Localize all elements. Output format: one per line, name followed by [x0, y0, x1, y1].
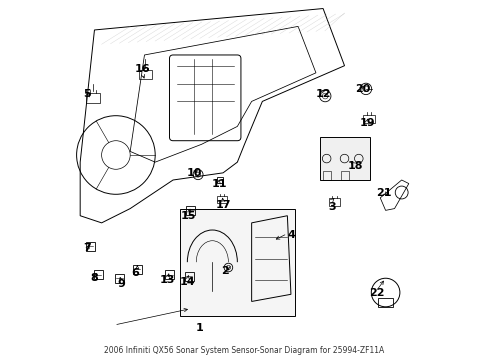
- Text: 4: 4: [286, 230, 294, 240]
- Text: 12: 12: [315, 89, 330, 99]
- Bar: [340, 171, 348, 180]
- Text: 11: 11: [211, 179, 227, 189]
- Bar: [328, 198, 340, 206]
- Bar: [85, 93, 100, 103]
- Text: 21: 21: [375, 188, 391, 198]
- Bar: [115, 274, 123, 283]
- Bar: [164, 270, 174, 279]
- Bar: [186, 206, 195, 215]
- Text: 18: 18: [347, 161, 362, 171]
- Text: 15: 15: [180, 211, 195, 221]
- Text: 7: 7: [83, 243, 91, 253]
- Bar: [217, 177, 223, 183]
- Text: 2006 Infiniti QX56 Sonar System Sensor-Sonar Diagram for 25994-ZF11A: 2006 Infiniti QX56 Sonar System Sensor-S…: [104, 346, 384, 355]
- Text: 14: 14: [179, 277, 195, 287]
- Bar: [85, 242, 95, 251]
- Bar: [378, 298, 392, 307]
- Text: 19: 19: [359, 118, 375, 128]
- Bar: [363, 114, 374, 122]
- Text: 10: 10: [186, 168, 202, 178]
- Bar: [93, 270, 102, 279]
- Text: 3: 3: [327, 202, 335, 212]
- Text: 1: 1: [196, 323, 203, 333]
- Text: 13: 13: [160, 275, 175, 285]
- Text: 17: 17: [215, 200, 230, 210]
- Text: 2: 2: [221, 266, 228, 276]
- Bar: [217, 196, 227, 203]
- Text: 22: 22: [368, 288, 384, 297]
- Bar: [133, 265, 142, 274]
- Bar: [319, 137, 369, 180]
- Bar: [323, 171, 330, 180]
- Bar: [184, 272, 193, 281]
- Text: 16: 16: [135, 64, 150, 74]
- Bar: [139, 70, 151, 79]
- Text: 6: 6: [131, 268, 139, 278]
- Text: 5: 5: [83, 89, 91, 99]
- Text: 8: 8: [90, 273, 98, 283]
- Bar: [180, 208, 294, 316]
- Text: 9: 9: [117, 279, 125, 289]
- Text: 20: 20: [354, 84, 369, 94]
